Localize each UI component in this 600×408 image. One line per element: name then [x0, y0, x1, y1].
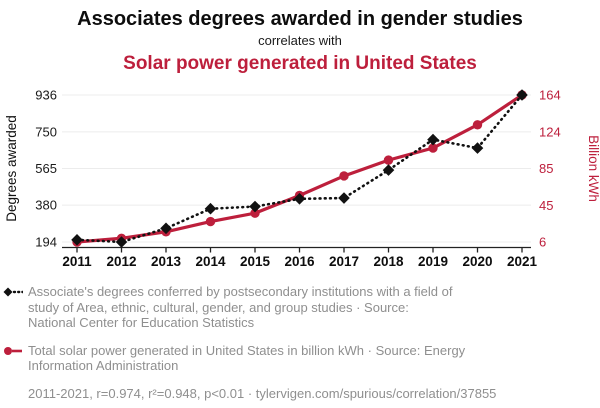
legend-label-degrees: Associate's degrees conferred by postsec… — [28, 284, 453, 330]
page-title: Associates degrees awarded in gender stu… — [77, 8, 523, 30]
right-axis-tick-label: 124 — [539, 125, 561, 140]
left-axis-tick-label: 936 — [35, 88, 57, 103]
x-axis-year-label: 2015 — [240, 254, 271, 269]
left-axis-title: Degrees awarded — [4, 115, 19, 222]
x-axis-year-label: 2018 — [373, 254, 404, 269]
x-axis-year-label: 2013 — [151, 254, 182, 269]
legend-label-solar: Total solar power generated in United St… — [28, 342, 466, 374]
solar-data-point — [205, 216, 216, 227]
degrees-data-point — [71, 234, 83, 246]
degrees-data-point — [160, 222, 172, 235]
right-axis-title: Billion kWh — [586, 135, 600, 202]
solar-data-point — [339, 171, 349, 181]
chart-subtitle: Solar power generated in United States — [123, 53, 477, 74]
left-axis-tick-label: 194 — [35, 235, 57, 250]
solar-data-point — [383, 155, 394, 165]
solar-data-point — [472, 120, 483, 130]
right-axis-tick-label: 45 — [539, 198, 553, 213]
right-axis-tick-label: 6 — [539, 235, 546, 250]
degrees-data-point — [382, 164, 395, 176]
degrees-data-point — [427, 133, 439, 146]
right-axis-tick-label: 85 — [539, 161, 553, 176]
chart-svg: 936 750 565 380 194 164 124 85 45 6 Degrees awarde… — [4, 88, 600, 270]
degrees-data-point — [115, 236, 128, 248]
degrees-data-point — [516, 89, 528, 101]
solar-data-point — [428, 143, 438, 153]
chart-header: Associates degrees awarded in gender stu… — [0, 8, 600, 74]
x-axis-year-label: 2016 — [284, 254, 315, 269]
legend-item-degrees: Associate's degrees conferred by postsec… — [3, 284, 597, 331]
degrees-data-point — [338, 192, 350, 204]
left-axis-tick-label: 565 — [35, 161, 57, 176]
x-axis-year-label: 2019 — [418, 254, 448, 269]
right-axis-tick-label: 164 — [539, 88, 561, 103]
correlates-with-label: correlates with — [258, 33, 342, 48]
x-axis-year-label: 2012 — [106, 254, 136, 269]
x-axis-year-label: 2020 — [462, 254, 492, 269]
x-axis-year-label: 2017 — [329, 254, 359, 269]
degrees-data-point — [204, 202, 217, 215]
left-axis-tick-label: 380 — [35, 198, 57, 213]
left-axis-tick-label: 750 — [35, 124, 57, 139]
x-axis-year-label: 2014 — [195, 254, 226, 269]
legend-item-solar: Total solar power generated in United St… — [3, 343, 597, 374]
solar-data-point — [250, 208, 260, 218]
x-axis-year-label: 2011 — [62, 254, 92, 269]
chart-legend: Associate's degrees conferred by postsec… — [3, 284, 597, 401]
footnote: 2011-2021, r=0.974, r²=0.948, p<0.01 · t… — [28, 385, 497, 401]
x-axis-year-label: 2021 — [507, 254, 538, 269]
diamond-dotted-marker-icon — [3, 287, 23, 297]
circle-solid-marker-icon — [4, 346, 22, 355]
